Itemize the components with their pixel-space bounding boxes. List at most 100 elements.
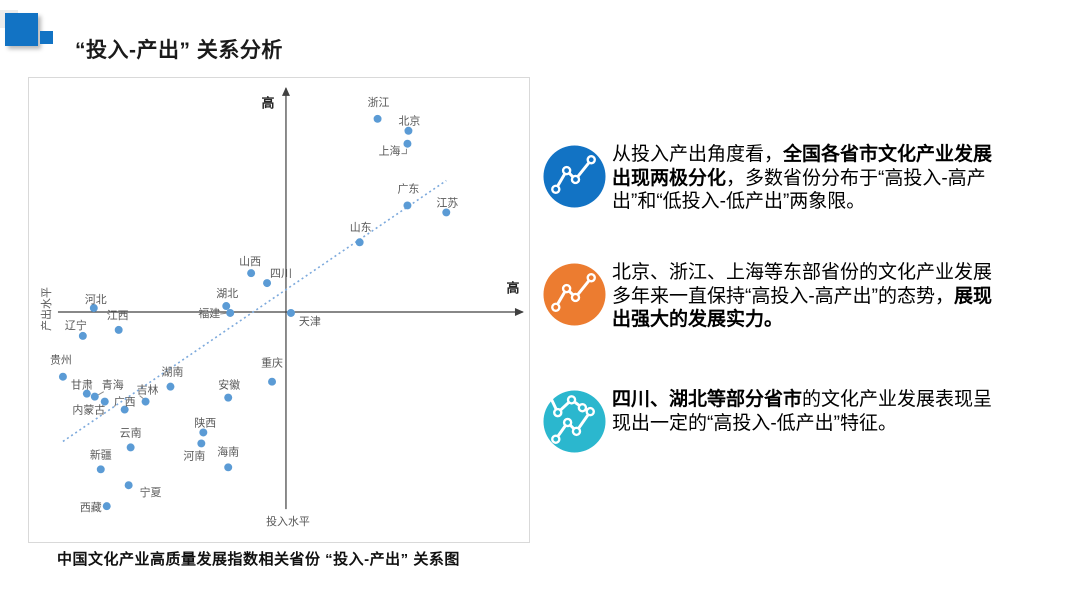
icon-data-node: [585, 406, 595, 417]
scatter-point-河北: [89, 304, 98, 312]
scatter-point-青海: [90, 392, 99, 401]
multi-trend-chart-icon: [543, 390, 606, 453]
scatter-label-新疆: 新疆: [90, 447, 112, 461]
scatter-label-内蒙古: 内蒙古: [72, 402, 105, 416]
title-deco-blue-square: [5, 13, 38, 46]
icon-data-node: [566, 395, 577, 405]
scatter-point-广东: [403, 201, 412, 210]
scatter-label-甘肃: 甘肃: [71, 379, 93, 392]
scatter-point-湖南: [166, 382, 175, 391]
icon-data-node: [551, 434, 561, 444]
scatter-label-四川: 四川: [270, 268, 292, 280]
scatter-label-福建: 福建: [198, 306, 220, 320]
scatter-point-山东: [355, 238, 364, 247]
scatter-point-江西: [114, 325, 123, 334]
scatter-point-河南: [197, 439, 206, 448]
scatter-label-西藏: 西藏: [80, 501, 102, 514]
scatter-point-云南: [126, 443, 135, 452]
scatter-point-贵州: [58, 372, 67, 381]
scatter-point-江苏: [442, 208, 451, 217]
scatter-label-宁夏: 宁夏: [140, 485, 162, 499]
icon-data-node: [586, 273, 596, 283]
scatter-label-北京: 北京: [399, 114, 421, 128]
scatter-label-广西: 广西: [114, 395, 136, 408]
scatter-label-陕西: 陕西: [194, 415, 216, 429]
scatter-label-山西: 山西: [239, 255, 261, 268]
scatter-point-甘肃: [82, 389, 91, 398]
icon-trend-line: [554, 276, 593, 309]
scatter-label-云南: 云南: [120, 426, 142, 439]
scatter-label-天津: 天津: [299, 315, 321, 328]
scatter-point-内蒙古: [100, 397, 109, 406]
scatter-point-湖北: [222, 302, 231, 310]
insight-text: 北京、浙江、上海等东部省份的文化产业发展多年来一直保持“高投入-高产出”的态势，…: [612, 262, 993, 330]
scatter-label-广东: 广东: [398, 182, 420, 195]
icon-data-node: [553, 407, 563, 418]
scatter-label-山东: 山东: [350, 221, 372, 234]
icon-data-node: [561, 283, 572, 294]
scatter-label-河北: 河北: [85, 293, 107, 306]
scatter-point-吉林: [141, 397, 150, 406]
scatter-label-江西: 江西: [107, 309, 129, 322]
icon-trend-line: [554, 410, 592, 441]
scatter-point-西藏: [102, 502, 111, 511]
scatter-label-江苏: 江苏: [436, 196, 458, 209]
insight-bullet-eastern-provinces: 北京、浙江、上海等东部省份的文化产业发展多年来一直保持“高投入-高产出”的态势，…: [543, 261, 994, 332]
y-axis-high-label: 高: [262, 95, 275, 110]
scatter-point-北京: [404, 126, 413, 135]
chart-caption: 中国文化产业高质量发展指数相关省份 “投入-产出” 关系图: [57, 551, 460, 568]
scatter-label-海南: 海南: [217, 444, 239, 458]
page-title: “投入-产出” 关系分析: [75, 39, 283, 63]
scatter-label-辽宁: 辽宁: [65, 318, 87, 332]
insight-text: 从投入产出角度看，全国各省市文化产业发展出现两极分化，多数省份分布于“高投入-高…: [612, 144, 993, 212]
scatter-point-四川: [263, 279, 272, 288]
label-leader-line: [401, 148, 407, 155]
scatter-point-海南: [224, 463, 233, 472]
x-axis-title: 投入水平: [266, 514, 310, 528]
input-output-scatter-chart: 浙江 北京上海广东江苏山东山西 四川湖北福建天津 河北 江西辽宁贵州甘肃 青海内蒙古 广西吉…: [28, 77, 530, 543]
icon-trend-line: [554, 158, 593, 191]
scatter-point-重庆: [268, 377, 277, 386]
icon-trend-line: [547, 392, 584, 415]
scatter-point-浙江: [373, 114, 382, 123]
scatter-point-山西: [247, 269, 256, 278]
icon-data-node: [586, 155, 596, 165]
x-axis-arrowhead: [514, 308, 524, 316]
insight-bullet-polarization: 从投入产出角度看，全国各省市文化产业发展出现两极分化，多数省份分布于“高投入-高…: [543, 143, 994, 214]
scatter-point-安徽: [224, 393, 233, 402]
y-axis-arrowhead: [281, 86, 290, 96]
icon-data-node: [571, 426, 582, 437]
scatter-label-河南: 河南: [183, 449, 205, 462]
icon-data-node: [561, 165, 572, 176]
scatter-label-浙江: 浙江: [368, 96, 390, 109]
scatter-point-辽宁: [78, 331, 87, 340]
scatter-label-上海: 上海: [379, 144, 401, 158]
scatter-point-宁夏: [124, 481, 133, 490]
scatter-label-安徽: 安徽: [218, 378, 240, 392]
icon-data-node: [577, 402, 588, 413]
scatter-point-新疆: [96, 465, 105, 474]
scatter-point-天津: [286, 309, 295, 317]
x-axis-high-label: 高: [507, 281, 520, 296]
icon-data-node: [551, 184, 561, 195]
scatter-label-吉林: 吉林: [137, 383, 159, 397]
icon-data-node: [551, 302, 561, 313]
scatter-label-湖南: 湖南: [162, 366, 184, 379]
scatter-point-陕西: [199, 428, 208, 437]
scatter-label-青海: 青海: [102, 378, 124, 392]
icon-data-node: [562, 417, 573, 428]
scatter-point-广西: [120, 405, 129, 414]
scatter-label-重庆: 重庆: [261, 356, 283, 370]
icon-data-node: [570, 174, 581, 185]
scatter-label-湖北: 湖北: [216, 287, 238, 300]
scatter-label-贵州: 贵州: [50, 354, 72, 367]
trend-line-chart-icon: [543, 263, 606, 326]
insight-bullet-sichuan-hubei: 四川、湖北等部分省市的文化产业发展表现呈现出一定的“高投入-低产出”特征。: [543, 388, 994, 453]
scatter-point-福建: [226, 309, 235, 317]
icon-data-node: [570, 292, 581, 303]
insight-text: 四川、湖北等部分省市的文化产业发展表现呈现出一定的“高投入-低产出”特征。: [612, 389, 993, 434]
trend-line-chart-icon: [543, 145, 606, 208]
y-axis-title: 产出水平: [39, 287, 53, 331]
title-deco-small-square: [40, 31, 53, 44]
scatter-point-上海: [403, 139, 412, 148]
